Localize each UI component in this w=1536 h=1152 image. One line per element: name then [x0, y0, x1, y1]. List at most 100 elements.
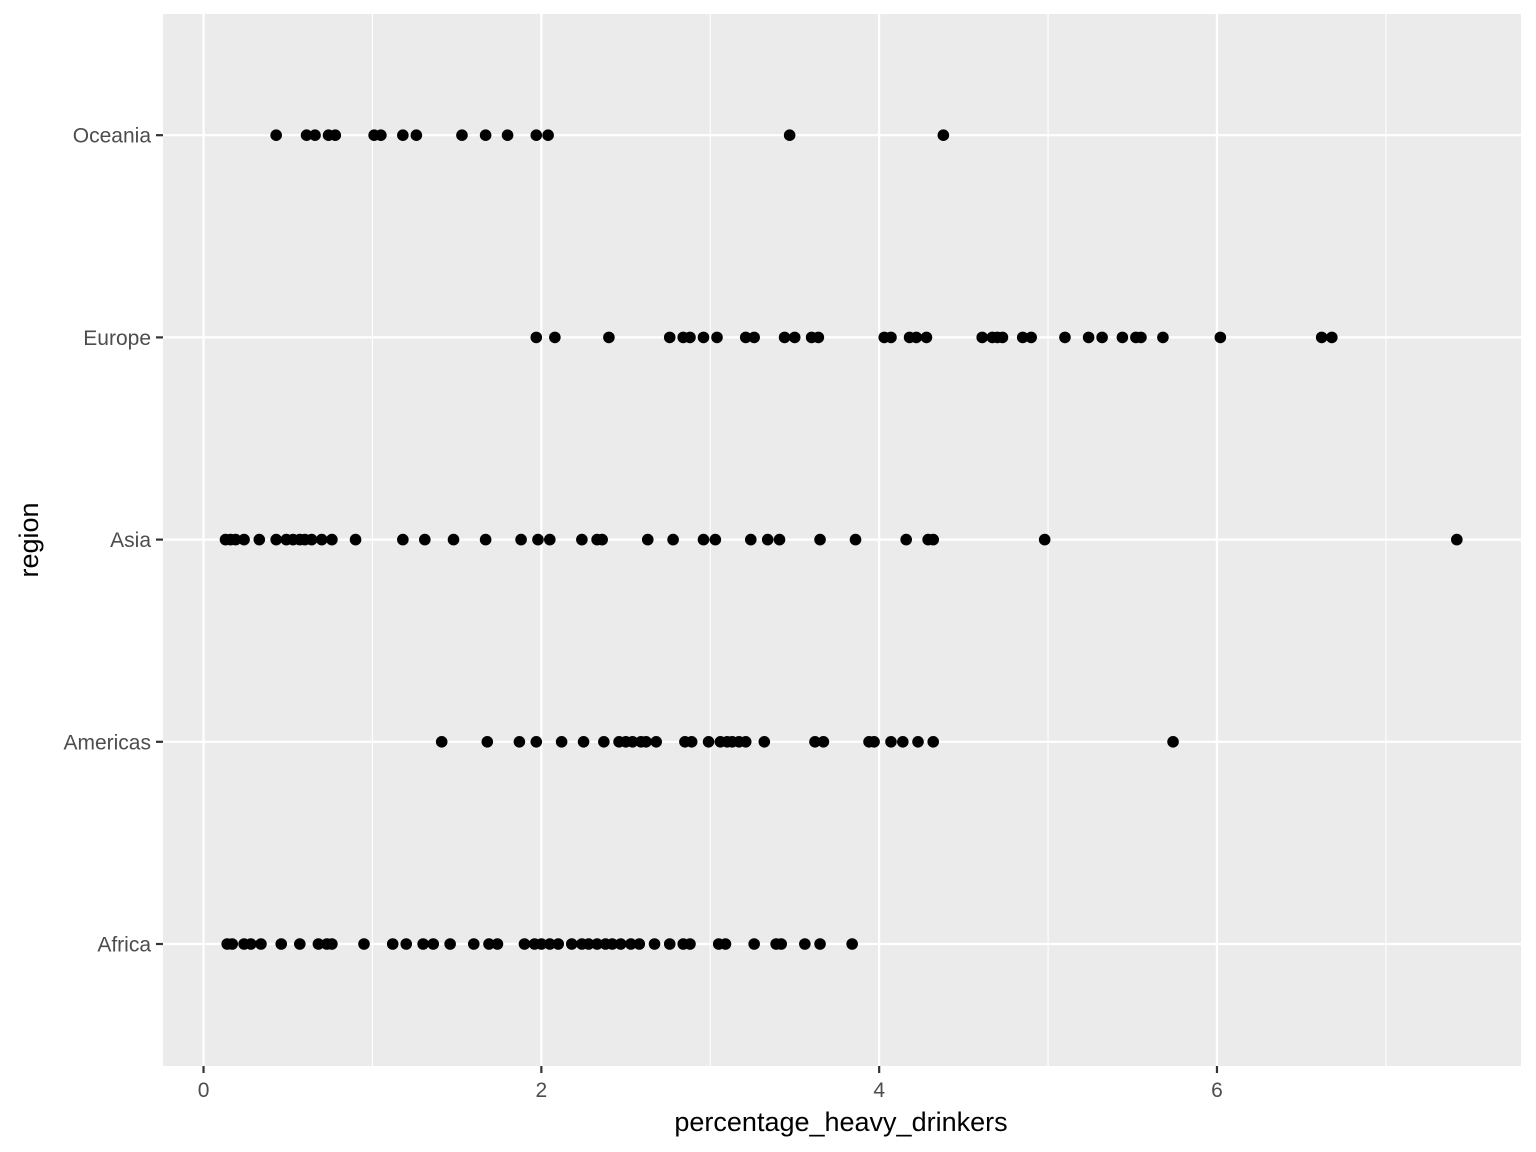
data-point	[814, 938, 826, 950]
data-point	[775, 938, 787, 950]
data-point	[582, 938, 595, 950]
data-point	[684, 938, 696, 950]
data-point	[900, 533, 912, 546]
data-point	[552, 938, 565, 950]
data-point	[719, 938, 732, 950]
data-point	[910, 331, 923, 344]
x-tick-label: 6	[1211, 1079, 1223, 1102]
data-point	[245, 938, 257, 950]
data-point	[532, 533, 544, 546]
data-point	[400, 938, 413, 950]
data-point	[375, 129, 387, 141]
data-point	[778, 331, 791, 344]
y-axis: Africa Americas Asia Europe Oceania	[63, 125, 163, 957]
data-point	[530, 129, 543, 141]
data-point	[1135, 331, 1147, 344]
data-point	[565, 938, 578, 950]
data-point	[885, 736, 897, 748]
data-point	[663, 331, 676, 344]
data-point	[885, 331, 897, 344]
data-point	[491, 938, 504, 950]
data-point	[927, 736, 940, 748]
data-point	[309, 129, 321, 141]
data-point	[603, 331, 615, 344]
data-point	[663, 938, 676, 950]
data-point	[773, 533, 786, 546]
data-point	[739, 736, 752, 748]
data-point	[697, 331, 710, 344]
data-point	[326, 938, 338, 950]
data-point	[596, 533, 608, 546]
data-point	[1157, 331, 1169, 344]
y-axis-title: region	[14, 502, 44, 577]
data-point	[650, 736, 663, 748]
data-point	[253, 533, 266, 546]
data-point	[270, 129, 282, 141]
data-point	[358, 938, 370, 950]
data-point	[535, 938, 548, 950]
data-point	[456, 129, 468, 141]
data-point	[685, 736, 698, 748]
data-point	[542, 129, 554, 141]
data-point	[329, 129, 342, 141]
data-point	[275, 938, 288, 950]
data-point	[641, 533, 654, 546]
y-tick-label: Europe	[83, 327, 151, 350]
data-point	[417, 938, 429, 950]
data-point	[849, 533, 862, 546]
data-point	[783, 129, 796, 141]
data-point	[702, 736, 715, 748]
data-point	[684, 331, 696, 344]
data-point	[576, 533, 588, 546]
data-point	[614, 938, 627, 950]
data-point	[814, 533, 826, 546]
data-point	[1016, 331, 1029, 344]
data-point	[799, 938, 811, 950]
data-point	[744, 533, 757, 546]
data-point	[1326, 331, 1338, 344]
data-point	[481, 736, 494, 748]
x-axis-title: percentage_heavy_drinkers	[674, 1107, 1007, 1137]
data-point	[294, 938, 306, 950]
data-point	[515, 533, 527, 546]
data-point	[868, 736, 880, 748]
data-point	[444, 938, 456, 950]
data-point	[758, 736, 771, 748]
data-point	[591, 938, 603, 950]
data-point	[626, 736, 639, 748]
data-point	[1167, 736, 1179, 748]
data-point	[927, 533, 940, 546]
data-point	[817, 736, 830, 748]
data-point	[543, 938, 556, 950]
data-point	[479, 533, 492, 546]
data-point	[1214, 331, 1227, 344]
data-point	[809, 736, 821, 748]
x-axis: 0 2 4 6	[198, 1066, 1223, 1102]
data-point	[435, 736, 448, 748]
data-point	[530, 331, 543, 344]
data-point	[1451, 533, 1463, 546]
data-point	[479, 129, 492, 141]
data-point	[1082, 331, 1095, 344]
data-point	[326, 533, 338, 546]
data-point	[543, 533, 556, 546]
data-point	[748, 331, 760, 344]
data-point	[812, 331, 825, 344]
y-tick-label: Asia	[110, 529, 151, 552]
data-point	[530, 736, 543, 748]
x-tick-label: 0	[198, 1079, 210, 1102]
data-point	[1038, 533, 1051, 546]
data-point	[397, 129, 409, 141]
data-point	[996, 331, 1009, 344]
data-point	[386, 938, 399, 950]
data-point	[1059, 331, 1071, 344]
data-point	[577, 736, 590, 748]
data-point	[697, 533, 710, 546]
data-point	[483, 938, 495, 950]
y-tick-label: Americas	[63, 731, 151, 754]
data-point	[270, 533, 282, 546]
data-point	[229, 533, 242, 546]
data-point	[427, 938, 440, 950]
data-point	[226, 938, 239, 950]
